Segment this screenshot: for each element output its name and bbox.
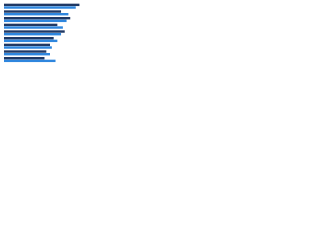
bar	[4, 13, 69, 16]
bar	[4, 57, 45, 60]
page: {"chart_data": {"type": "grouped-horizon…	[0, 0, 100, 71]
bar	[4, 39, 58, 43]
bar	[4, 3, 80, 7]
bar	[4, 50, 47, 53]
bar	[4, 23, 58, 27]
bar	[4, 17, 71, 20]
bar	[4, 59, 56, 63]
bar	[4, 10, 62, 13]
bar	[4, 33, 62, 36]
bar	[4, 19, 67, 23]
bar	[4, 43, 50, 47]
bar	[4, 37, 54, 40]
chart	[4, 3, 80, 63]
bar	[4, 26, 63, 29]
bar	[4, 53, 50, 56]
bar	[4, 30, 65, 33]
bar	[4, 6, 76, 9]
bar	[4, 46, 52, 49]
